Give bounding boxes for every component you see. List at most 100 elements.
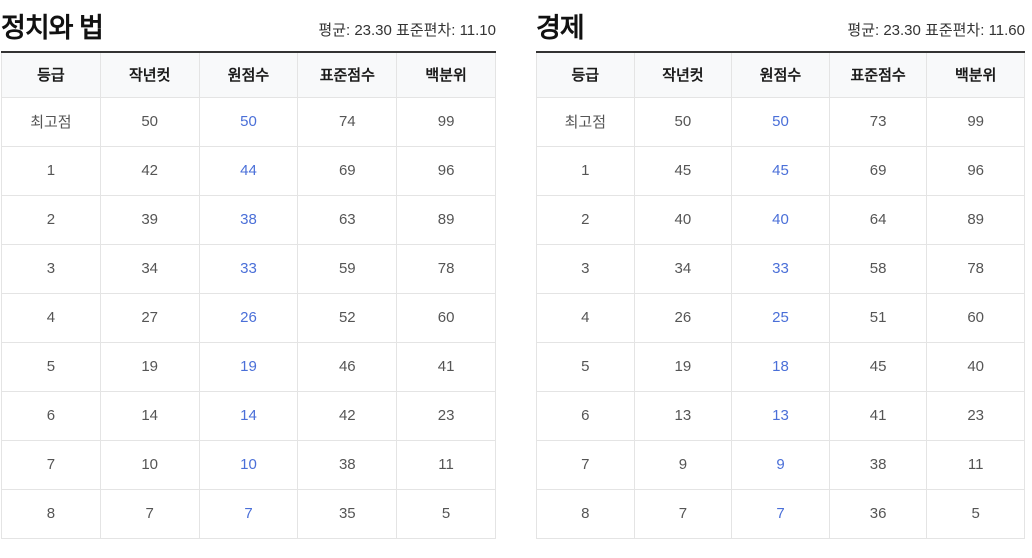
table-cell: 13 <box>633 390 733 441</box>
column-header: 등급 <box>536 52 635 98</box>
subject-title: 정치와 법 <box>1 13 104 44</box>
grade-cut-table: 등급 작년컷 원점수 표준점수 백분위 최고점 50 50 74 99 1 42 44 69 96 2 39 38… <box>1 51 496 539</box>
table-cell: 38 <box>828 439 928 490</box>
header-row: 등급 작년컷 원점수 표준점수 백분위 <box>1 52 496 98</box>
raw-score-cell: 9 <box>731 439 830 490</box>
column-header: 작년컷 <box>633 52 733 98</box>
table-cell: 1 <box>1 145 101 196</box>
table-cell: 11 <box>396 439 496 490</box>
table-cell: 89 <box>396 194 496 245</box>
table-cell: 4 <box>536 292 635 343</box>
table-cell: 59 <box>297 243 398 294</box>
table-cell: 35 <box>297 488 398 539</box>
table-cell: 42 <box>297 390 398 441</box>
table-row: 8 7 7 35 5 <box>1 488 496 539</box>
table-row: 6 13 13 41 23 <box>536 390 1025 441</box>
table-cell: 60 <box>926 292 1025 343</box>
table-cell: 69 <box>297 145 398 196</box>
table-row: 7 9 9 38 11 <box>536 439 1025 490</box>
table-cell: 78 <box>396 243 496 294</box>
table-cell: 58 <box>828 243 928 294</box>
table-row: 최고점 50 50 74 99 <box>1 96 496 147</box>
table-row: 3 34 33 59 78 <box>1 243 496 294</box>
table-cell: 19 <box>633 341 733 392</box>
raw-score-cell: 50 <box>731 96 830 147</box>
raw-score-cell: 25 <box>731 292 830 343</box>
table-cell: 6 <box>1 390 101 441</box>
raw-score-cell: 50 <box>198 96 299 147</box>
table-cell: 9 <box>633 439 733 490</box>
table-row: 2 40 40 64 89 <box>536 194 1025 245</box>
table-cell: 60 <box>396 292 496 343</box>
table-cell: 99 <box>926 96 1025 147</box>
table-cell: 64 <box>828 194 928 245</box>
table-cell: 2 <box>1 194 101 245</box>
table-cell: 74 <box>297 96 398 147</box>
column-header: 백분위 <box>926 52 1025 98</box>
table-cell: 23 <box>396 390 496 441</box>
raw-score-cell: 19 <box>198 341 299 392</box>
table-cell: 3 <box>1 243 101 294</box>
table-cell: 4 <box>1 292 101 343</box>
subject-header: 정치와 법 평균: 23.30 표준편차: 11.10 <box>1 6 496 44</box>
table-cell: 69 <box>828 145 928 196</box>
table-cell: 14 <box>99 390 200 441</box>
table-row: 7 10 10 38 11 <box>1 439 496 490</box>
header-row: 등급 작년컷 원점수 표준점수 백분위 <box>536 52 1025 98</box>
table-cell: 최고점 <box>536 96 635 147</box>
raw-score-cell: 33 <box>198 243 299 294</box>
column-header: 표준점수 <box>297 52 398 98</box>
table-cell: 7 <box>1 439 101 490</box>
raw-score-cell: 38 <box>198 194 299 245</box>
table-cell: 7 <box>99 488 200 539</box>
table-cell: 41 <box>396 341 496 392</box>
table-cell: 40 <box>633 194 733 245</box>
table-row: 2 39 38 63 89 <box>1 194 496 245</box>
raw-score-cell: 45 <box>731 145 830 196</box>
table-row: 8 7 7 36 5 <box>536 488 1025 539</box>
table-row: 6 14 14 42 23 <box>1 390 496 441</box>
raw-score-cell: 44 <box>198 145 299 196</box>
table-cell: 96 <box>396 145 496 196</box>
column-header: 작년컷 <box>99 52 200 98</box>
raw-score-cell: 26 <box>198 292 299 343</box>
table-cell: 5 <box>1 341 101 392</box>
table-cell: 63 <box>297 194 398 245</box>
table-cell: 10 <box>99 439 200 490</box>
column-header: 원점수 <box>731 52 830 98</box>
table-cell: 26 <box>633 292 733 343</box>
raw-score-cell: 33 <box>731 243 830 294</box>
raw-score-cell: 14 <box>198 390 299 441</box>
table-cell: 3 <box>536 243 635 294</box>
table-cell: 34 <box>99 243 200 294</box>
table-cell: 27 <box>99 292 200 343</box>
table-cell: 45 <box>828 341 928 392</box>
subject-table-economics: 경제 평균: 23.30 표준편차: 11.60 등급 작년컷 원점수 표준점수 백분위… <box>536 6 1025 539</box>
table-row: 1 42 44 69 96 <box>1 145 496 196</box>
table-row: 5 19 18 45 40 <box>536 341 1025 392</box>
table-cell: 50 <box>99 96 200 147</box>
grade-cut-table: 등급 작년컷 원점수 표준점수 백분위 최고점 50 50 73 99 1 45 45 69 96 2 40 40… <box>536 51 1025 539</box>
column-header: 등급 <box>1 52 101 98</box>
table-cell: 최고점 <box>1 96 101 147</box>
table-row: 4 27 26 52 60 <box>1 292 496 343</box>
subject-table-politics-and-law: 정치와 법 평균: 23.30 표준편차: 11.10 등급 작년컷 원점수 표준점수… <box>1 6 496 539</box>
table-cell: 8 <box>536 488 635 539</box>
table-cell: 40 <box>926 341 1025 392</box>
table-cell: 1 <box>536 145 635 196</box>
raw-score-cell: 13 <box>731 390 830 441</box>
table-cell: 89 <box>926 194 1025 245</box>
mean-stddev-stats: 평균: 23.30 표준편차: 11.60 <box>847 22 1025 39</box>
table-cell: 73 <box>828 96 928 147</box>
table-cell: 38 <box>297 439 398 490</box>
table-cell: 8 <box>1 488 101 539</box>
table-cell: 6 <box>536 390 635 441</box>
table-row: 4 26 25 51 60 <box>536 292 1025 343</box>
table-row: 5 19 19 46 41 <box>1 341 496 392</box>
table-row: 최고점 50 50 73 99 <box>536 96 1025 147</box>
column-header: 표준점수 <box>828 52 928 98</box>
raw-score-cell: 40 <box>731 194 830 245</box>
page: 정치와 법 평균: 23.30 표준편차: 11.10 등급 작년컷 원점수 표준점수… <box>1 6 1025 539</box>
subject-header: 경제 평균: 23.30 표준편차: 11.60 <box>536 6 1025 44</box>
table-row: 3 34 33 58 78 <box>536 243 1025 294</box>
